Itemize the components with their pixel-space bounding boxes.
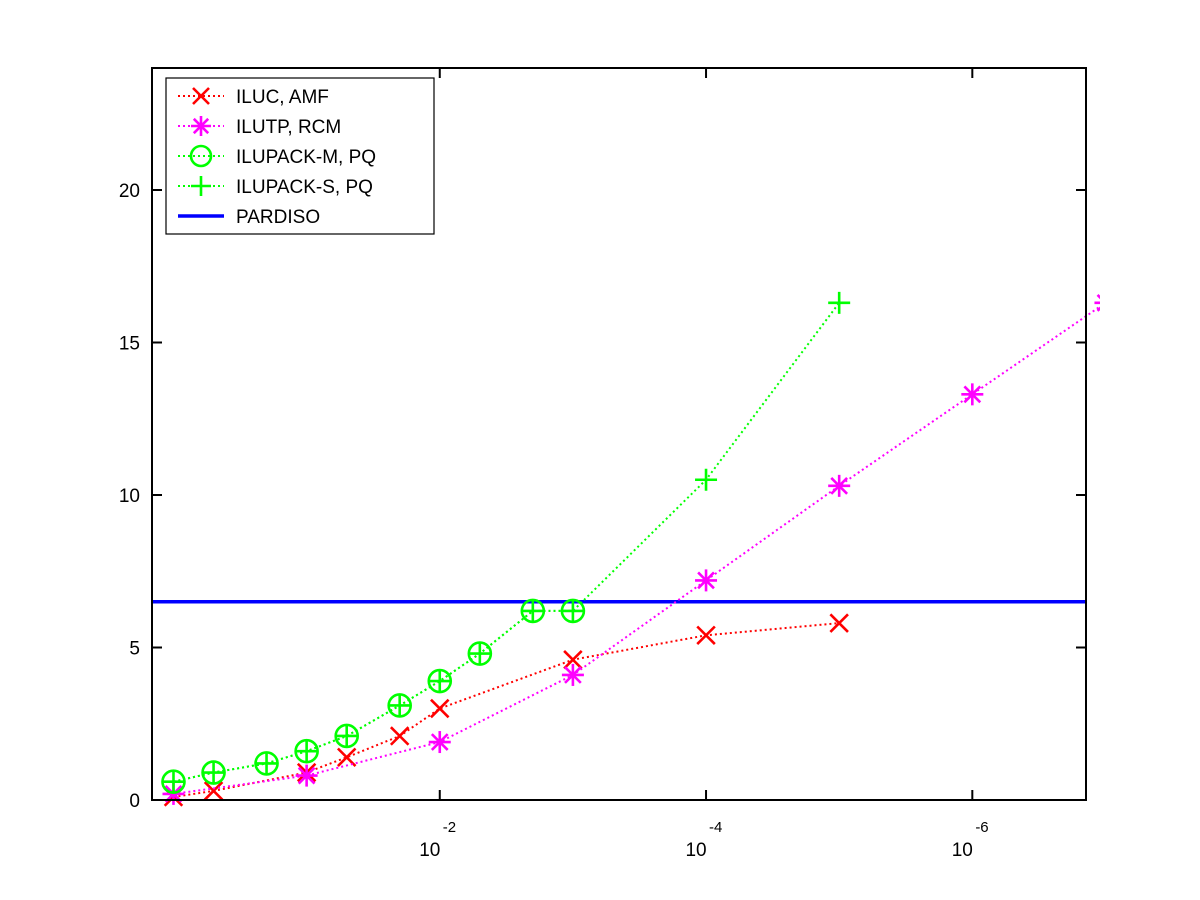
y-tick-label-4: 20: [119, 181, 140, 202]
x-tick-exponent-1: -4: [709, 819, 722, 836]
data-point-0-6: [563, 649, 583, 670]
data-point-3-4: [335, 724, 358, 747]
data-point-1-4: [695, 569, 718, 592]
legend-marker-3: [191, 176, 211, 196]
series-3: [162, 291, 851, 793]
x-tick-exponent-2: -6: [975, 819, 988, 836]
legend-entry-3: ILUPACK-S, PQ: [178, 176, 373, 198]
series-layer: [152, 291, 1100, 807]
axes-frame: [151, 67, 1087, 801]
legend: ILUC, AMF ILUTP, RCM ILUPACK-M, PQ ILUPACK-…: [165, 77, 435, 235]
legend-entry-2: ILUPACK-M, PQ: [178, 144, 376, 168]
x-tick-exponent-0: -2: [443, 819, 456, 836]
data-point-1-5: [828, 474, 851, 497]
legend-marker-2: [189, 144, 213, 168]
y-tick-label-0: 0: [129, 791, 140, 812]
legend-label-3: ILUPACK-S, PQ: [236, 177, 373, 198]
x-tick-base-0: 10: [419, 840, 440, 861]
legend-label-2: ILUPACK-M, PQ: [236, 147, 376, 168]
legend-label-4: PARDISO: [236, 207, 320, 228]
legend-entry-1: ILUTP, RCM: [178, 116, 341, 138]
data-point-3-11: [828, 291, 851, 314]
data-point-0-5: [430, 698, 450, 719]
data-point-0-7: [696, 625, 716, 646]
x-tick-base-2: 10: [952, 840, 973, 861]
data-point-1-1: [295, 764, 318, 787]
data-point-3-7: [468, 642, 491, 665]
y-tick-label-1: 5: [129, 639, 140, 660]
legend-marker-0: [192, 87, 210, 105]
data-point-1-7: [1094, 294, 1100, 312]
x-tick-base-1: 10: [685, 840, 706, 861]
data-point-3-2: [255, 752, 278, 775]
data-point-1-2: [428, 731, 451, 754]
legend-marker-1: [191, 116, 211, 136]
data-point-3-0: [162, 770, 185, 793]
data-point-0-1: [203, 781, 224, 801]
data-point-1-6: [961, 383, 984, 406]
series-1: [162, 294, 1100, 805]
data-point-3-1: [202, 761, 225, 784]
legend-label-0: ILUC, AMF: [236, 87, 329, 108]
data-point-3-6: [428, 670, 451, 693]
legend-entry-4: PARDISO: [178, 207, 320, 228]
data-point-3-5: [388, 694, 411, 717]
y-tick-label-3: 15: [119, 334, 140, 355]
data-point-3-9: [561, 599, 584, 622]
y-tick-label-2: 10: [119, 486, 140, 507]
data-point-3-8: [521, 599, 544, 622]
data-point-0-4: [389, 726, 410, 746]
data-point-3-3: [295, 740, 318, 763]
data-point-1-3: [561, 663, 584, 686]
series-line-3: [173, 302, 840, 783]
data-point-3-10: [695, 468, 718, 491]
legend-entry-0: ILUC, AMF: [178, 87, 329, 108]
data-point-0-8: [829, 613, 849, 633]
legend-label-1: ILUTP, RCM: [236, 117, 341, 138]
